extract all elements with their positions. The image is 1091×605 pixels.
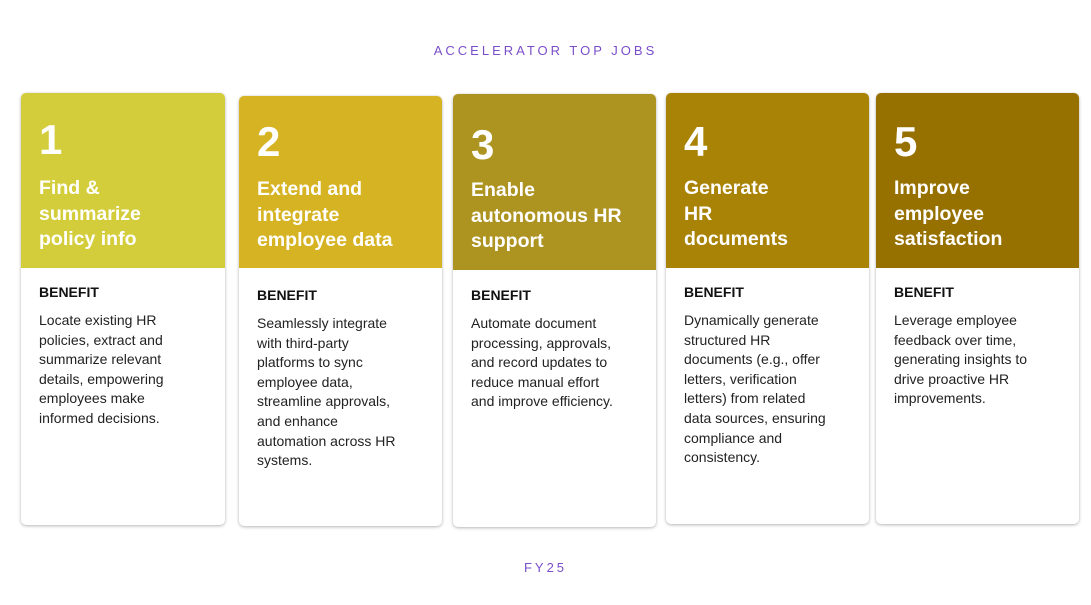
card-title: Improve employee satisfaction <box>894 177 1003 250</box>
card-number: 1 <box>39 116 63 163</box>
card-body: BENEFIT Locate existing HR policies, ext… <box>21 268 225 429</box>
benefit-text: Seamlessly integrate with third-party pl… <box>257 315 396 469</box>
card-title: Extend and integrate employee data <box>257 178 393 251</box>
card-header: 3 Enable autonomous HR support <box>453 94 656 270</box>
card-body: BENEFIT Dynamically generate structured … <box>666 268 869 468</box>
benefit-label: BENEFIT <box>39 284 99 300</box>
card-body: BENEFIT Leverage employee feedback over … <box>876 268 1079 409</box>
benefit-label: BENEFIT <box>684 284 744 300</box>
card-number: 4 <box>684 118 708 165</box>
card-header: 4 Generate HR documents <box>666 93 869 268</box>
card-title: Find & summarize policy info <box>39 177 141 250</box>
job-card-3: 3 Enable autonomous HR support BENEFIT A… <box>453 94 656 527</box>
page-heading: ACCELERATOR TOP JOBS <box>433 43 658 58</box>
card-body: BENEFIT Seamlessly integrate with third-… <box>239 268 442 471</box>
card-body: BENEFIT Automate document processing, ap… <box>453 270 656 412</box>
benefit-label: BENEFIT <box>471 287 531 303</box>
benefit-text: Locate existing HR policies, extract and… <box>39 312 164 426</box>
benefit-text: Dynamically generate structured HR docum… <box>684 312 826 466</box>
card-number: 3 <box>471 121 495 168</box>
page-footer: FY25 <box>523 560 568 575</box>
benefit-text: Leverage employee feedback over time, ge… <box>894 312 1028 407</box>
job-card-1: 1 Find & summarize policy info BENEFIT L… <box>21 93 225 525</box>
card-number: 5 <box>894 118 918 165</box>
card-title: Generate HR documents <box>684 177 789 250</box>
card-header: 5 Improve employee satisfaction <box>876 93 1079 268</box>
benefit-text: Automate document processing, approvals,… <box>471 315 613 410</box>
benefit-label: BENEFIT <box>257 287 317 303</box>
benefit-label: BENEFIT <box>894 284 954 300</box>
card-header: 2 Extend and integrate employee data <box>239 96 442 268</box>
card-title: Enable autonomous HR support <box>471 179 622 252</box>
card-header: 1 Find & summarize policy info <box>21 93 225 268</box>
card-number: 2 <box>257 118 281 165</box>
job-card-5: 5 Improve employee satisfaction BENEFIT … <box>876 93 1079 524</box>
job-card-2: 2 Extend and integrate employee data BEN… <box>239 96 442 526</box>
job-card-4: 4 Generate HR documents BENEFIT Dynamica… <box>666 93 869 524</box>
